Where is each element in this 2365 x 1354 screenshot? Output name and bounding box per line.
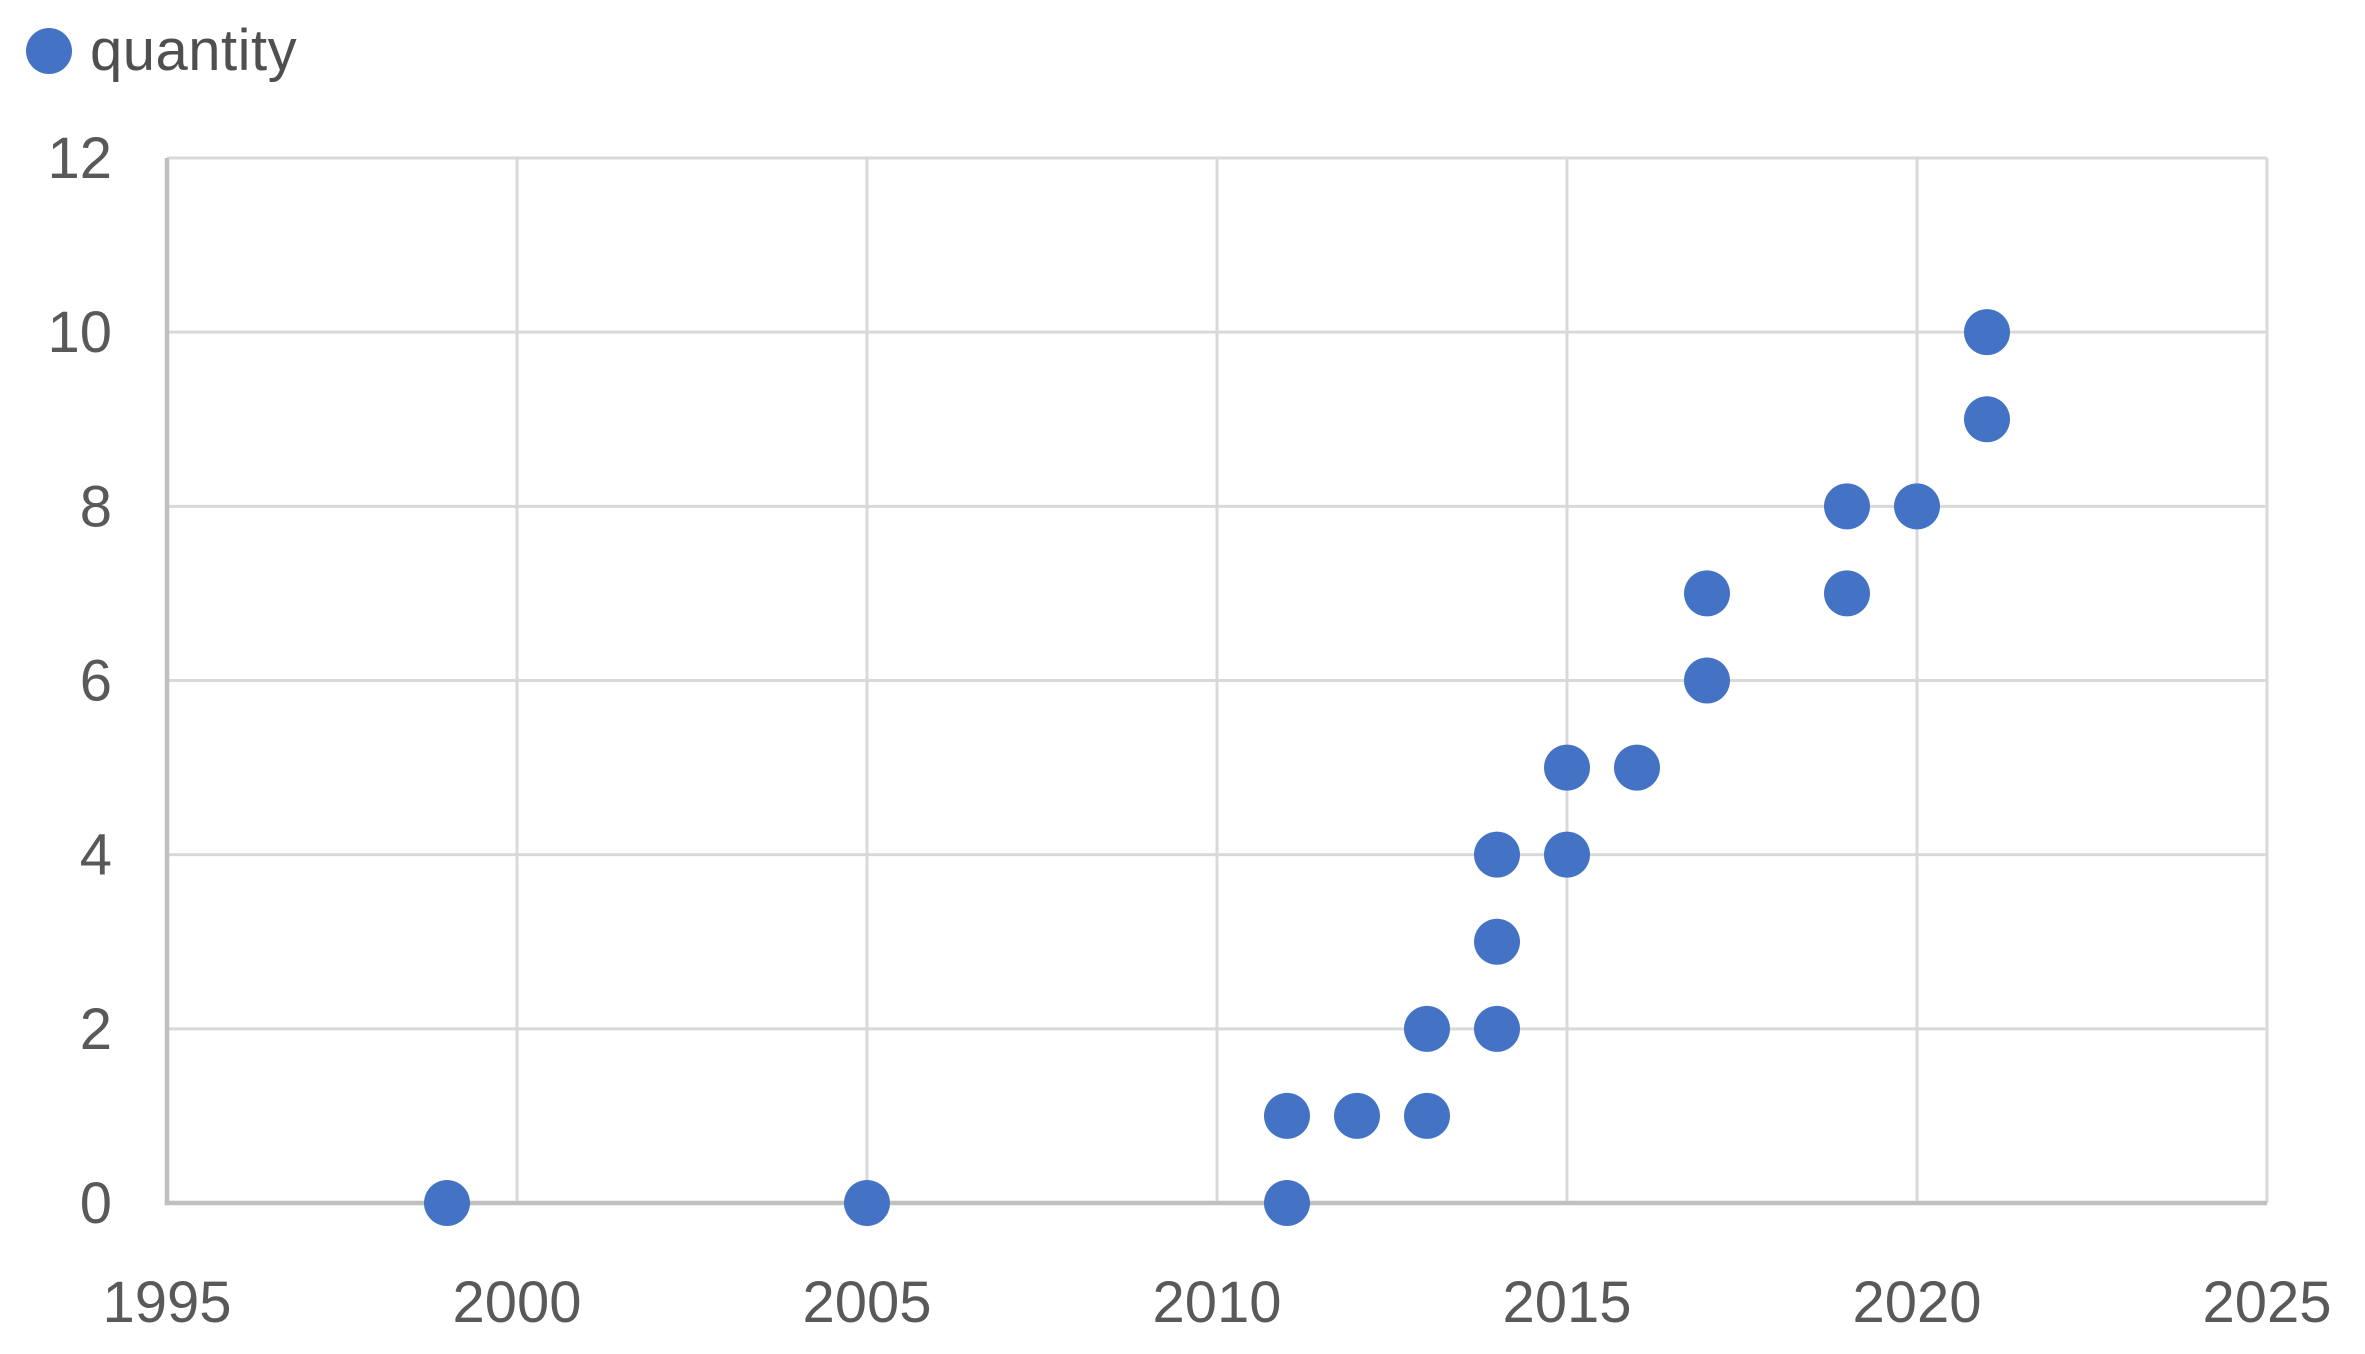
data-point xyxy=(1404,1005,1450,1052)
data-point xyxy=(1474,831,1520,878)
y-tick-label: 10 xyxy=(47,300,112,365)
x-tick-label: 2015 xyxy=(1502,1270,1631,1335)
y-tick-label: 6 xyxy=(80,649,112,714)
data-point xyxy=(1544,744,1590,791)
y-axis-tick-labels: 0 2 4 6 8 10 12 xyxy=(47,126,112,1236)
data-point xyxy=(844,1180,890,1226)
x-tick-label: 2000 xyxy=(452,1270,581,1335)
gridlines xyxy=(167,156,2269,1203)
y-tick-label: 4 xyxy=(80,823,112,888)
data-point xyxy=(1824,570,1870,617)
data-point xyxy=(1334,1092,1380,1139)
x-tick-label: 2005 xyxy=(802,1270,931,1335)
x-tick-label: 1995 xyxy=(102,1270,231,1335)
y-tick-label: 12 xyxy=(47,126,112,191)
x-axis-tick-labels: 1995 2000 2005 2010 2015 2020 2025 xyxy=(102,1270,2331,1335)
legend-marker-icon xyxy=(26,28,72,74)
data-point xyxy=(1404,1092,1450,1139)
data-point xyxy=(1614,744,1660,791)
data-point xyxy=(1684,657,1730,704)
data-point xyxy=(1964,396,2010,443)
data-point xyxy=(1894,483,1940,530)
axis-lines xyxy=(164,158,2267,1206)
x-tick-label: 2025 xyxy=(2202,1270,2331,1335)
data-point xyxy=(1474,1005,1520,1052)
data-point xyxy=(1474,918,1520,965)
y-tick-label: 8 xyxy=(80,474,112,539)
data-point xyxy=(1264,1180,1310,1226)
legend-label: quantity xyxy=(90,18,298,83)
x-tick-label: 2020 xyxy=(1852,1270,1981,1335)
data-point xyxy=(1544,831,1590,878)
data-point xyxy=(1684,570,1730,617)
data-point xyxy=(1264,1092,1310,1139)
data-point xyxy=(424,1180,470,1226)
y-tick-label: 2 xyxy=(80,997,112,1062)
x-tick-label: 2010 xyxy=(1152,1270,1281,1335)
data-points xyxy=(424,309,2010,1226)
data-point xyxy=(1964,309,2010,356)
data-point xyxy=(1824,483,1870,530)
chart-legend: quantity xyxy=(26,22,297,80)
y-tick-label: 0 xyxy=(80,1171,112,1236)
